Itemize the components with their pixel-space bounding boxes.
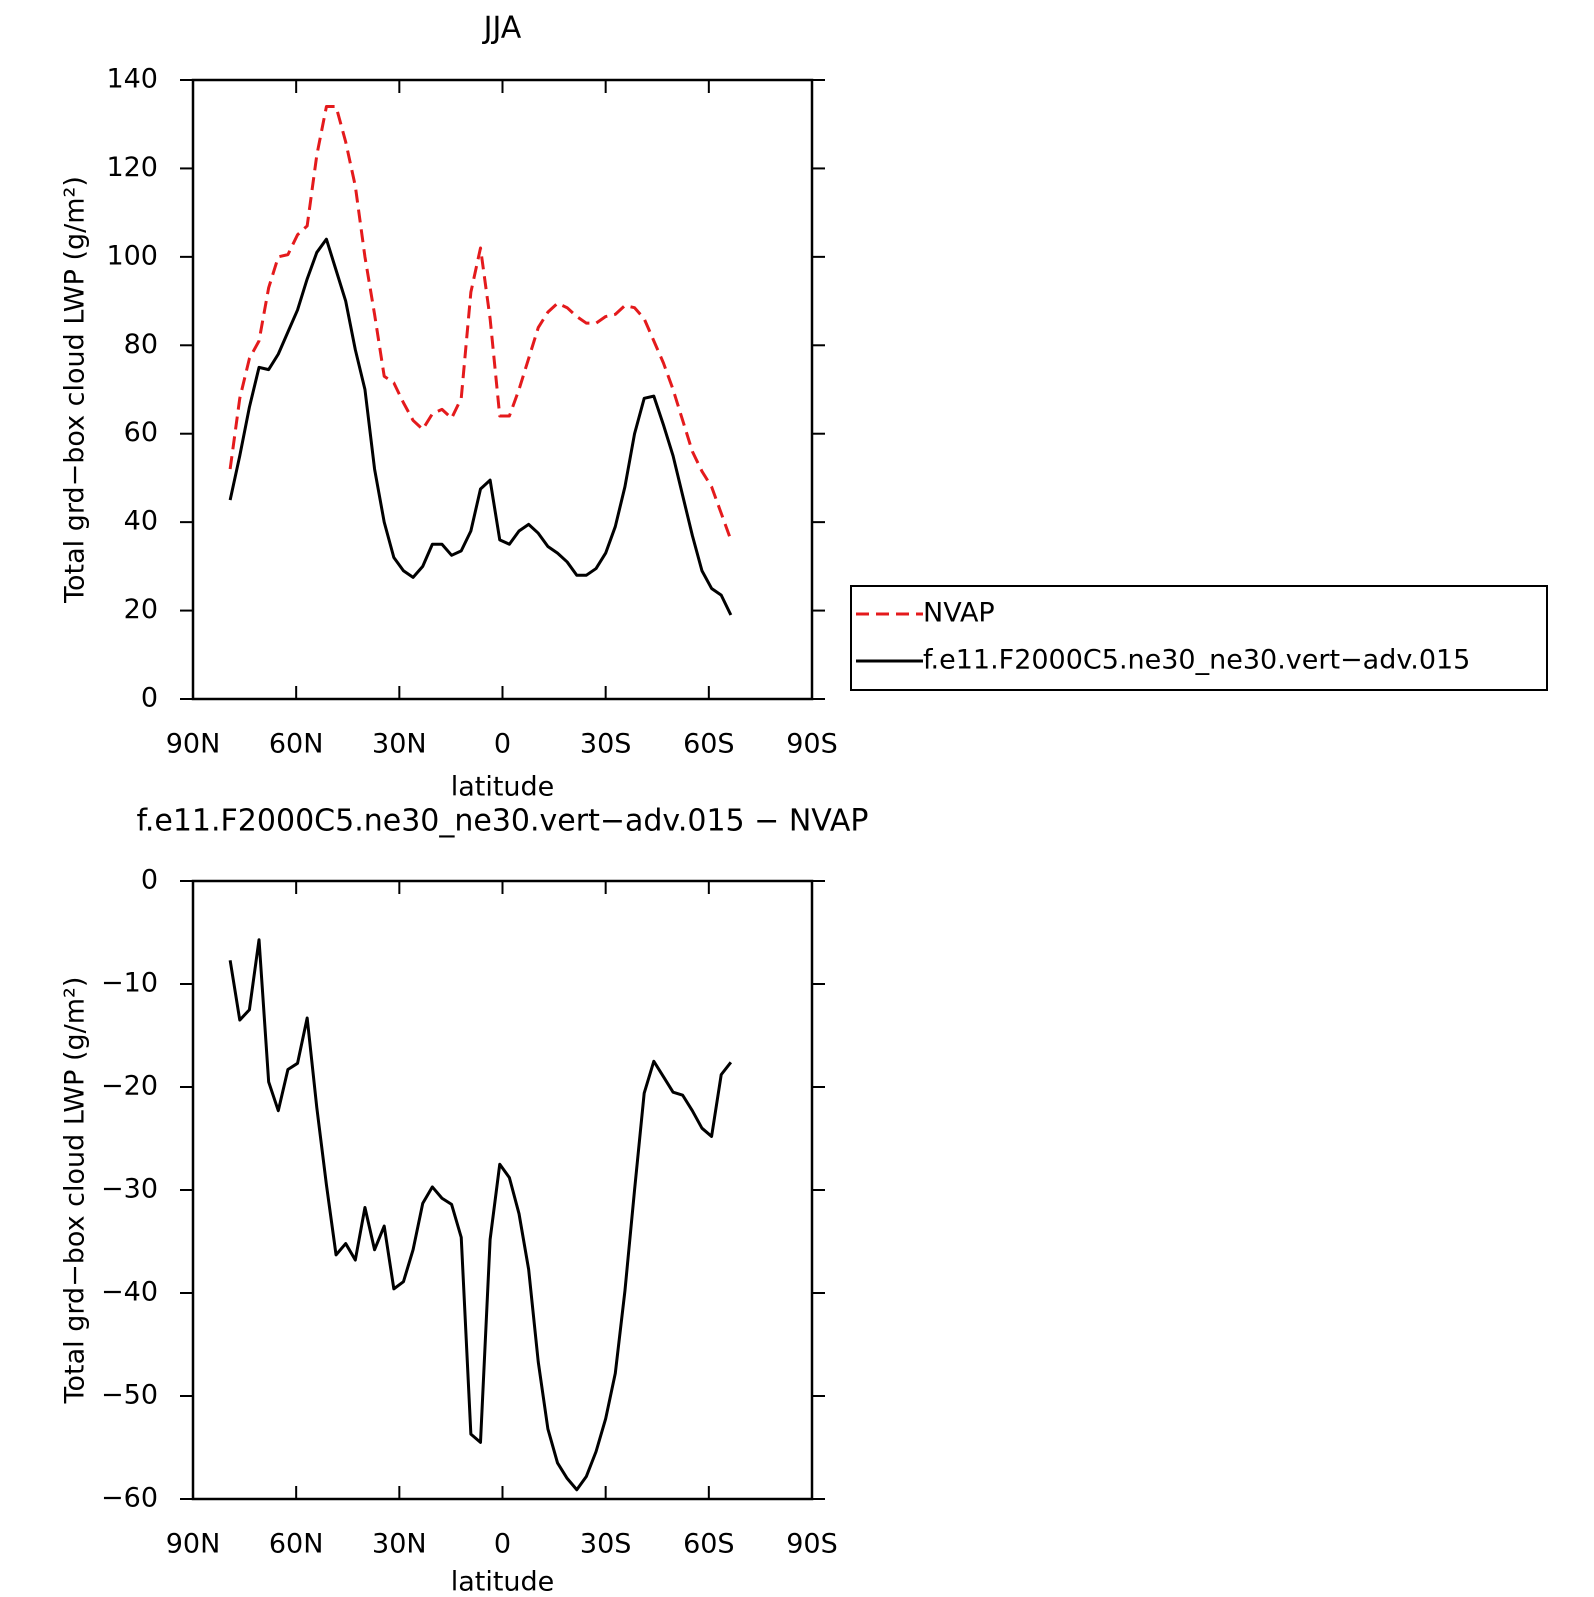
plot-frame xyxy=(191,78,814,701)
chart-title: JJA xyxy=(482,11,522,46)
y-tick-label: −60 xyxy=(101,1483,158,1514)
x-tick-label: 30N xyxy=(372,729,427,760)
data-line xyxy=(228,938,733,1492)
plot-frame xyxy=(191,879,814,1501)
y-tick-label: 40 xyxy=(124,506,158,537)
x-tick-label: 30N xyxy=(372,1529,427,1560)
y-tick-label: 0 xyxy=(141,865,158,896)
legend-label: NVAP xyxy=(923,598,995,629)
x-tick-label: 60S xyxy=(683,1529,735,1560)
y-tick-label: 60 xyxy=(124,417,158,448)
x-tick-label: 90S xyxy=(786,1529,838,1560)
x-tick-label: 60N xyxy=(269,729,324,760)
y-axis-label: Total grd−box cloud LWP (g/m²) xyxy=(60,176,91,604)
chart-title: f.e11.F2000C5.ne30_ne30.vert−adv.015 − N… xyxy=(136,804,868,839)
legend-box xyxy=(850,585,1548,691)
y-tick-label: −50 xyxy=(101,1380,158,1411)
x-tick-label: 0 xyxy=(494,729,511,760)
x-tick-label: 60N xyxy=(269,1529,324,1560)
x-tick-label: 0 xyxy=(494,1529,511,1560)
x-tick-label: 60S xyxy=(683,729,735,760)
y-tick-label: 140 xyxy=(106,64,158,95)
x-tick-label: 90N xyxy=(166,729,221,760)
data-line xyxy=(228,237,733,616)
y-tick-label: 0 xyxy=(141,683,158,714)
data-line xyxy=(228,105,733,541)
y-tick-label: 100 xyxy=(106,240,158,271)
y-tick-label: 80 xyxy=(124,329,158,360)
y-axis-label: Total grd−box cloud LWP (g/m²) xyxy=(60,977,91,1405)
y-tick-label: 120 xyxy=(106,152,158,183)
y-tick-label: 20 xyxy=(124,594,158,625)
x-tick-label: 30S xyxy=(580,729,632,760)
y-tick-label: −30 xyxy=(101,1174,158,1205)
x-tick-label: 90N xyxy=(166,1529,221,1560)
x-axis-label: latitude xyxy=(451,1567,555,1597)
x-axis-label: latitude xyxy=(451,772,555,803)
legend-label: f.e11.F2000C5.ne30_ne30.vert−adv.015 xyxy=(923,645,1470,676)
y-tick-label: −10 xyxy=(101,968,158,999)
y-tick-label: −40 xyxy=(101,1277,158,1308)
x-tick-label: 30S xyxy=(580,1529,632,1560)
x-tick-label: 90S xyxy=(786,729,838,760)
y-tick-label: −20 xyxy=(101,1071,158,1102)
